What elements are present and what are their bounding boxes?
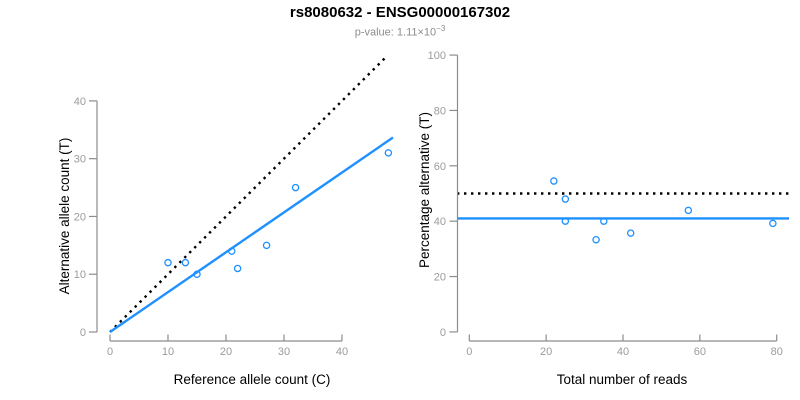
data-point — [592, 235, 600, 244]
data-point — [626, 229, 635, 237]
x-tick-label: 30 — [278, 346, 290, 358]
x-tick-label: 20 — [220, 346, 232, 358]
x-tick-label: 20 — [540, 346, 552, 358]
y-axis-title: Alternative allele count (T) — [57, 138, 72, 295]
data-point — [181, 258, 190, 267]
pvalue-times-ten: ×10 — [417, 26, 437, 39]
y-tick-label: 0 — [80, 327, 86, 339]
figure-title: rs8080632 - ENSG00000167302 — [289, 4, 511, 21]
x-tick-label: 0 — [107, 346, 113, 358]
fit-line — [109, 136, 394, 333]
data-point — [561, 217, 570, 225]
data-point — [291, 183, 300, 192]
y-tick-label: 20 — [434, 272, 446, 284]
y-tick-label: 60 — [434, 161, 446, 173]
allele-counts-plot: 0 10 20 30 40 Reference allele count (C) 0 10 20… — [57, 56, 394, 387]
y-tick-label: 40 — [434, 216, 446, 228]
x-axis-title: Total number of reads — [557, 372, 688, 387]
pvalue-exponent: −3 — [436, 24, 446, 33]
y-tick-label: 10 — [74, 269, 86, 281]
y-tick-label: 20 — [74, 211, 86, 223]
data-point — [193, 270, 201, 278]
x-tick-label: 80 — [771, 346, 783, 358]
data-point — [384, 149, 393, 157]
data-point — [228, 247, 236, 255]
pvalue-mantissa: 1.11 — [396, 26, 418, 39]
data-point — [769, 219, 777, 228]
percentage-vs-reads-plot: 0 20 40 60 80 Total number of reads 0 20 40 60 80 1… — [417, 50, 789, 387]
identity-line — [109, 56, 387, 333]
data-point — [684, 206, 693, 215]
pvalue-prefix: p-value: — [354, 26, 397, 39]
x-tick-label: 40 — [336, 346, 348, 358]
x-tick-label: 10 — [162, 346, 174, 358]
y-tick-label: 80 — [434, 105, 446, 117]
figure-subtitle: p-value: 1.11×10−3 — [0, 24, 800, 39]
y-axis-title: Percentage alternative (T) — [417, 112, 432, 268]
y-tick-label: 100 — [428, 50, 446, 62]
y-tick-label: 40 — [74, 96, 86, 108]
data-point — [262, 241, 271, 250]
x-tick-label: 40 — [617, 346, 629, 358]
x-axis-title: Reference allele count (C) — [174, 372, 331, 387]
data-point — [233, 264, 242, 273]
data-point — [550, 177, 558, 185]
x-tick-label: 60 — [694, 346, 706, 358]
data-point — [600, 217, 608, 225]
x-tick-label: 0 — [466, 346, 472, 358]
y-tick-label: 0 — [440, 327, 446, 339]
data-point — [561, 195, 570, 203]
data-point — [164, 258, 172, 267]
y-tick-label: 30 — [74, 154, 86, 166]
